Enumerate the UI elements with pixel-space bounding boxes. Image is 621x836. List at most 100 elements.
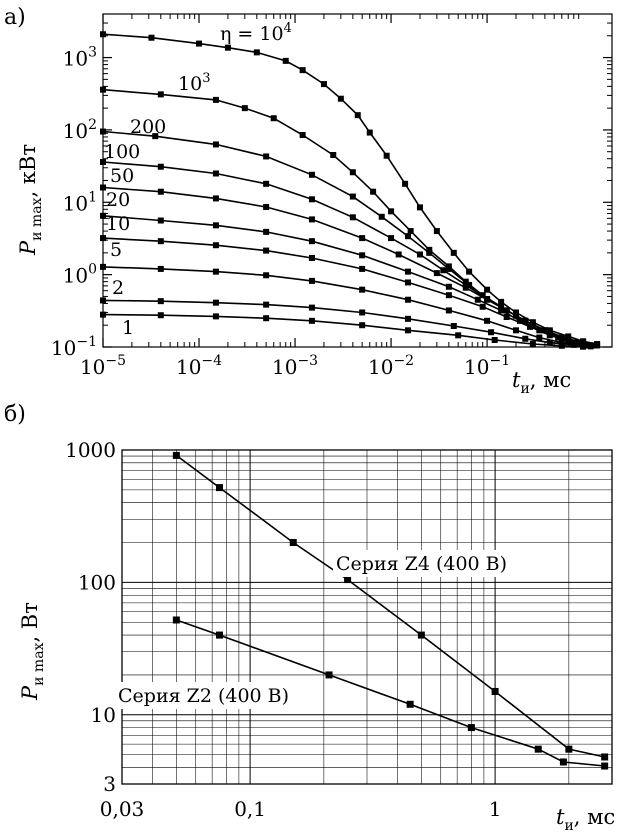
plot-frame (121, 449, 613, 785)
data-point (426, 249, 433, 256)
data-point (565, 338, 572, 345)
series-label: 1 (122, 317, 134, 339)
data-point (455, 332, 462, 339)
data-point (388, 235, 395, 242)
x-tick-label: 10−1 (464, 353, 510, 379)
y-tick-label: 100 (78, 570, 116, 594)
data-point (395, 251, 402, 258)
data-point (263, 272, 270, 279)
data-point (100, 311, 106, 318)
y-tick-label: 1000 (65, 438, 116, 462)
series-label: 50 (110, 165, 134, 187)
data-point (445, 292, 452, 299)
series-label-bg (333, 550, 513, 577)
data-point (402, 180, 409, 187)
data-point (407, 228, 414, 235)
data-point (330, 152, 337, 159)
data-point (148, 34, 155, 41)
series-label-bg (115, 682, 295, 709)
data-point (100, 297, 106, 304)
series-line (102, 313, 584, 348)
data-point (344, 576, 352, 584)
data-point (337, 95, 344, 102)
data-point (601, 753, 609, 761)
data-point (366, 129, 373, 136)
data-point (594, 342, 601, 349)
series-label: 103 (178, 71, 210, 95)
series-line (102, 130, 595, 347)
data-point (378, 213, 385, 220)
data-point (433, 270, 440, 277)
x-tick-label: 10−2 (368, 353, 414, 379)
data-point (253, 49, 260, 56)
data-point (263, 247, 270, 254)
data-point (559, 758, 567, 766)
data-point (404, 315, 411, 322)
data-point (467, 724, 475, 732)
x-axis-title: tи, мс (556, 805, 615, 834)
data-point (503, 307, 510, 314)
data-point (404, 233, 411, 240)
series-label: 2 (112, 277, 124, 299)
series-label: 100 (104, 141, 140, 163)
y-tick-label: 3 (103, 772, 116, 796)
data-point (212, 268, 219, 275)
data-point (349, 169, 356, 176)
data-point (522, 317, 529, 324)
data-point (320, 81, 327, 88)
data-point (516, 317, 523, 324)
data-point (474, 296, 481, 303)
data-point (498, 307, 505, 314)
data-point (157, 91, 164, 98)
data-point (270, 115, 277, 122)
data-point (212, 313, 219, 320)
data-point (575, 339, 582, 346)
data-point (359, 286, 366, 293)
data-point (241, 105, 248, 112)
series-label: 20 (106, 189, 130, 211)
data-point (157, 265, 164, 272)
data-point (503, 313, 510, 320)
x-tick-label: 0,03 (100, 797, 145, 821)
data-point (601, 762, 609, 770)
data-point (558, 334, 565, 341)
x-tick-label: 0,1 (234, 797, 266, 821)
data-point (263, 315, 270, 322)
data-point (558, 342, 565, 349)
data-point (587, 343, 594, 350)
chart-a: а) 10−5 10−4 10−3 10−2 10−110−1100101102103t… (4, 5, 613, 397)
data-point (354, 112, 361, 119)
data-point (289, 539, 297, 547)
data-point (100, 159, 106, 166)
data-point (215, 484, 223, 492)
data-point (570, 341, 577, 348)
data-point (404, 296, 411, 303)
series-label: η = 104 (220, 21, 292, 45)
data-point (212, 96, 219, 103)
data-point (263, 180, 270, 187)
data-point (100, 31, 106, 38)
data-point (498, 298, 505, 305)
data-point (299, 132, 306, 139)
data-point (349, 214, 356, 221)
data-point (325, 671, 333, 679)
data-point (491, 687, 499, 695)
data-point (546, 339, 553, 346)
x-tick-label: 10−4 (176, 353, 222, 379)
data-point (440, 267, 447, 274)
data-point (417, 631, 425, 639)
series-label: 200 (130, 116, 166, 138)
data-point (308, 196, 315, 203)
series-line (102, 215, 591, 347)
series-line (102, 266, 584, 347)
data-point (157, 217, 164, 224)
data-point (215, 631, 223, 639)
y-tick-label: 10 (91, 703, 116, 727)
data-point (416, 251, 423, 258)
data-point (100, 212, 106, 219)
data-point (308, 171, 315, 178)
data-point (462, 284, 469, 291)
data-point (157, 188, 164, 195)
data-point (484, 296, 491, 303)
